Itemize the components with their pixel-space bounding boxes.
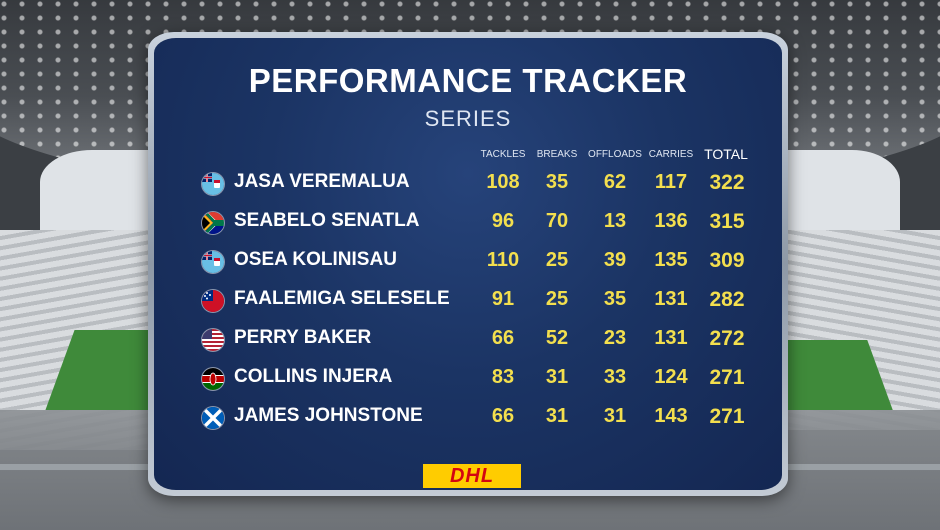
scotland-flag-icon	[202, 407, 224, 429]
page-subtitle: SERIES	[424, 106, 512, 131]
breaks-value: 25	[545, 249, 569, 271]
sponsor-logo: DHL	[423, 464, 521, 488]
carries-value: 136	[654, 210, 688, 232]
tackles-value: 66	[491, 327, 515, 349]
breaks-value: 35	[545, 171, 569, 193]
breaks-value: 25	[545, 288, 569, 310]
tackles-value: 108	[486, 171, 520, 193]
player-name: JAMES JOHNSTONE	[234, 405, 423, 426]
sky-right	[780, 150, 900, 230]
kenya-flag-icon	[202, 368, 224, 390]
carries-value: 131	[654, 327, 688, 349]
offloads-value: 33	[603, 366, 627, 388]
carries-value: 124	[654, 366, 688, 388]
tackles-value: 91	[491, 288, 515, 310]
column-header-breaks: BREAKS	[536, 149, 578, 160]
tackles-value: 66	[491, 405, 515, 427]
player-name: SEABELO SENATLA	[234, 210, 420, 231]
breaks-value: 52	[545, 327, 569, 349]
tackles-value: 96	[491, 210, 515, 232]
total-value: 315	[709, 210, 745, 233]
south-africa-flag-icon	[202, 212, 224, 234]
usa-flag-icon	[202, 329, 224, 351]
scoreboard-panel: PERFORMANCE TRACKER SERIES TACKLES BREAK…	[154, 38, 782, 490]
table-row: COLLINS INJERA 83 31 33 124 271	[154, 362, 782, 396]
total-value: 282	[709, 288, 745, 311]
total-value: 322	[709, 171, 745, 194]
tackles-value: 83	[491, 366, 515, 388]
total-value: 271	[709, 405, 745, 428]
player-name: OSEA KOLINISAU	[234, 249, 397, 270]
offloads-value: 35	[603, 288, 627, 310]
total-value: 271	[709, 366, 745, 389]
scoreboard: PERFORMANCE TRACKER SERIES TACKLES BREAK…	[148, 32, 788, 496]
player-name: COLLINS INJERA	[234, 366, 393, 387]
offloads-value: 23	[603, 327, 627, 349]
breaks-value: 31	[545, 405, 569, 427]
player-name: PERRY BAKER	[234, 327, 372, 348]
samoa-flag-icon	[202, 290, 224, 312]
table-row: SEABELO SENATLA 96 70 13 136 315	[154, 206, 782, 240]
tackles-value: 110	[486, 249, 520, 271]
sponsor-logo-text: DHL	[449, 464, 495, 487]
player-name: JASA VEREMALUA	[234, 171, 410, 192]
table-row: FAALEMIGA SELESELE 91 25 35 131 282	[154, 284, 782, 318]
table-row: JASA VEREMALUA 108 35 62 117 322	[154, 167, 782, 201]
fiji-flag-icon	[202, 251, 224, 273]
offloads-value: 39	[603, 249, 627, 271]
total-value: 272	[709, 327, 745, 350]
player-name: FAALEMIGA SELESELE	[234, 288, 450, 309]
column-header-tackles: TACKLES	[480, 149, 526, 160]
offloads-value: 31	[603, 405, 627, 427]
breaks-value: 70	[545, 210, 569, 232]
carries-value: 135	[654, 249, 688, 271]
column-header-total: TOTAL	[704, 146, 748, 162]
carries-value: 143	[654, 405, 688, 427]
fiji-flag-icon	[202, 173, 224, 195]
table-row: JAMES JOHNSTONE 66 31 31 143 271	[154, 401, 782, 435]
offloads-value: 13	[603, 210, 627, 232]
table-row: PERRY BAKER 66 52 23 131 272	[154, 323, 782, 357]
column-header-offloads: OFFLOADS	[588, 149, 642, 160]
table-row: OSEA KOLINISAU 110 25 39 135 309	[154, 245, 782, 279]
carries-value: 117	[654, 171, 688, 193]
total-value: 309	[709, 249, 745, 272]
offloads-value: 62	[603, 171, 627, 193]
carries-value: 131	[654, 288, 688, 310]
page-title: PERFORMANCE TRACKER	[248, 62, 688, 99]
breaks-value: 31	[545, 366, 569, 388]
column-header-carries: CARRIES	[648, 149, 694, 160]
